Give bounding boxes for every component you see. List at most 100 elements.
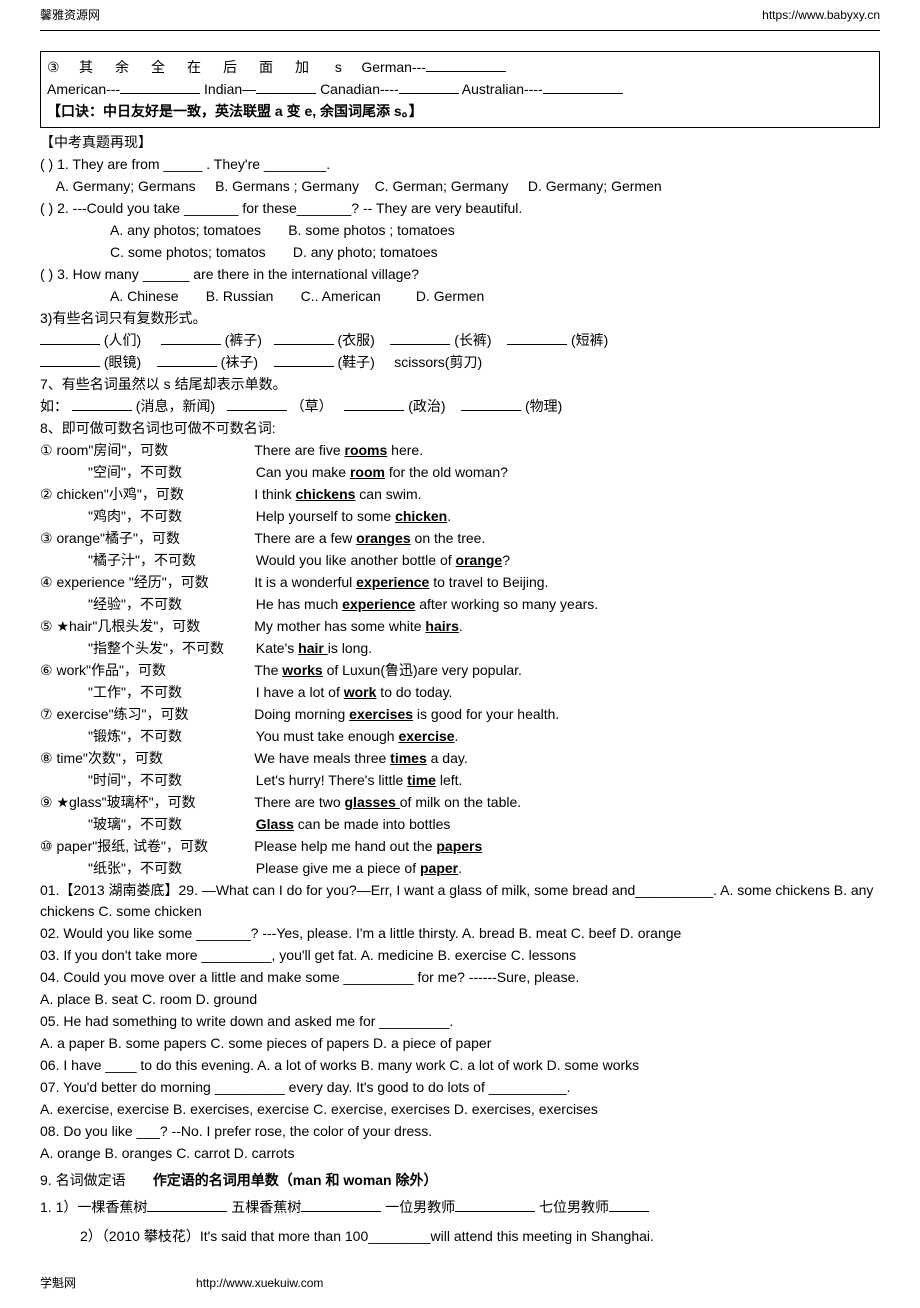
- q2-opt-d: D. any photo; tomatoes: [293, 244, 438, 260]
- item-tail2: is long.: [328, 640, 372, 656]
- canadian-label: Canadian----: [320, 81, 399, 97]
- item-keyword: experience: [356, 574, 429, 590]
- q3-opt-a: A. Chinese: [110, 288, 178, 304]
- item-ex: I think: [254, 486, 295, 502]
- item-tail: to travel to Beijing.: [429, 574, 548, 590]
- sec3-title: 3)有些名词只有复数形式。: [40, 308, 880, 329]
- item-keyword: rooms: [345, 442, 388, 458]
- item-number: ③: [40, 530, 53, 546]
- item-word2: "工作"，不可数: [88, 682, 248, 703]
- rule-box: ③ 其余全在后面加 s German--- American--- Indian…: [40, 51, 880, 128]
- q3-stem: ( ) 3. How many ______ are there in the …: [40, 264, 880, 285]
- item-keyword: oranges: [356, 530, 410, 546]
- item-word: orange"橘子"，可数: [56, 528, 246, 549]
- item-word: work"作品"，可数: [56, 660, 246, 681]
- item-tail: .: [459, 618, 463, 634]
- item-number: ⑥: [40, 662, 53, 678]
- rule-s: s: [335, 59, 342, 75]
- q3-opt-c: C.. American: [301, 288, 381, 304]
- item-tail2: for the old woman?: [385, 464, 508, 480]
- item-tail: of milk on the table.: [400, 794, 521, 810]
- item-word2: "橘子汁"，不可数: [88, 550, 248, 571]
- item-word2: "纸张"，不可数: [88, 858, 248, 879]
- item-tail2: to do today.: [376, 684, 452, 700]
- item-word: ★hair"几根头发"，可数: [56, 616, 246, 637]
- item-word: room"房间"，可数: [56, 440, 246, 461]
- item-number: ⑩: [40, 838, 53, 854]
- item-keyword2: room: [350, 464, 385, 480]
- item-keyword2: paper: [420, 860, 458, 876]
- ex05: 05. He had something to write down and a…: [40, 1011, 880, 1032]
- plural-clothes: (衣服): [337, 332, 374, 348]
- word-item-alt: "鸡肉"，不可数 Help yourself to some chicken.: [40, 506, 880, 527]
- item-number: ①: [40, 442, 53, 458]
- item-keyword: hairs: [425, 618, 458, 634]
- word-item-alt: "时间"，不可数 Let's hurry! There's little tim…: [40, 770, 880, 791]
- item-ex: My mother has some white: [254, 618, 425, 634]
- ex04-opts: A. place B. seat C. room D. ground: [40, 989, 880, 1010]
- sec8-title: 8、即可做可数名词也可做不可数名词:: [40, 418, 880, 439]
- item-tail: here.: [387, 442, 423, 458]
- sec9-title-b: 作定语的名词用单数（man 和 woman 除外）: [153, 1172, 438, 1188]
- item-word2: "时间"，不可数: [88, 770, 248, 791]
- item-keyword2: work: [344, 684, 377, 700]
- plural-shoes: (鞋子): [337, 354, 374, 370]
- item-ex2: Would you like another bottle of: [256, 552, 456, 568]
- item-number: ⑨: [40, 794, 53, 810]
- word-item: ⑤ ★hair"几根头发"，可数 My mother has some whit…: [40, 616, 880, 637]
- word-item: ⑧ time"次数"，可数 We have meals three times …: [40, 748, 880, 769]
- item-word: experience "经历"，可数: [56, 572, 246, 593]
- item-word2: "鸡肉"，不可数: [88, 506, 248, 527]
- item-number: ⑦: [40, 706, 53, 722]
- sec9-r1b: 五棵香蕉树: [231, 1199, 301, 1215]
- ex08-opts: A. orange B. oranges C. carrot D. carrot…: [40, 1143, 880, 1164]
- item-ex2: I have a lot of: [256, 684, 344, 700]
- item-tail: of Luxun(鲁迅)are very popular.: [323, 662, 522, 678]
- word-item: ② chicken"小鸡"，可数 I think chickens can sw…: [40, 484, 880, 505]
- word-item: ④ experience "经历"，可数 It is a wonderful e…: [40, 572, 880, 593]
- item-keyword2: hair: [298, 640, 328, 656]
- plural-glasses: (眼镜): [104, 354, 141, 370]
- item-keyword2: experience: [342, 596, 415, 612]
- item-word: exercise"练习"，可数: [56, 704, 246, 725]
- item-ex: There are a few: [254, 530, 356, 546]
- ex06: 06. I have ____ to do this evening. A. a…: [40, 1055, 880, 1076]
- word-item-alt: "工作"，不可数 I have a lot of work to do toda…: [40, 682, 880, 703]
- sec9-r1c: 一位男教师: [385, 1199, 455, 1215]
- item-tail: is good for your health.: [413, 706, 559, 722]
- item-tail: on the tree.: [411, 530, 486, 546]
- item-tail2: ?: [502, 552, 510, 568]
- footer-left: 学魁网: [40, 1274, 76, 1292]
- item-ex: The: [254, 662, 282, 678]
- item-word2: "锻炼"，不可数: [88, 726, 248, 747]
- item-tail: can swim.: [355, 486, 421, 502]
- item-ex2: Kate's: [256, 640, 298, 656]
- word-item: ③ orange"橘子"，可数 There are a few oranges …: [40, 528, 880, 549]
- word-item-alt: "指整个头发"，不可数 Kate's hair is long.: [40, 638, 880, 659]
- q1-opt-c: C. German; Germany: [375, 178, 509, 194]
- item-keyword: works: [282, 662, 322, 678]
- item-ex2: Let's hurry! There's little: [256, 772, 407, 788]
- item-tail2: .: [458, 860, 462, 876]
- page-header: 馨雅资源网 https://www.babyxy.cn: [40, 0, 880, 31]
- word-item-alt: "空间"，不可数 Can you make room for the old w…: [40, 462, 880, 483]
- indian-label: Indian—: [204, 81, 256, 97]
- sec7-title: 7、有些名词虽然以 s 结尾却表示单数。: [40, 374, 880, 395]
- item-ex2: Please give me a piece of: [256, 860, 420, 876]
- ex02: 02. Would you like some _______? ---Yes,…: [40, 923, 880, 944]
- item-number: ⑧: [40, 750, 53, 766]
- rule-text: 其余全在后面加: [79, 59, 331, 75]
- plural-pants: (长裤): [454, 332, 491, 348]
- sec7-ex: 如：: [40, 398, 68, 414]
- q3-opt-d: D. Germen: [416, 288, 484, 304]
- q1-opt-a: A. Germany; Germans: [56, 178, 196, 194]
- item-keyword: glasses: [345, 794, 400, 810]
- item-tail2: after working so many years.: [415, 596, 598, 612]
- q3-opt-b: B. Russian: [206, 288, 274, 304]
- item-word: time"次数"，可数: [56, 748, 246, 769]
- word-item: ⑥ work"作品"，可数 The works of Luxun(鲁迅)are …: [40, 660, 880, 681]
- item-word: chicken"小鸡"，可数: [56, 484, 246, 505]
- item-word2: "空间"，不可数: [88, 462, 248, 483]
- sec9-r1d: 七位男教师: [539, 1199, 609, 1215]
- ex05-opts: A. a paper B. some papers C. some pieces…: [40, 1033, 880, 1054]
